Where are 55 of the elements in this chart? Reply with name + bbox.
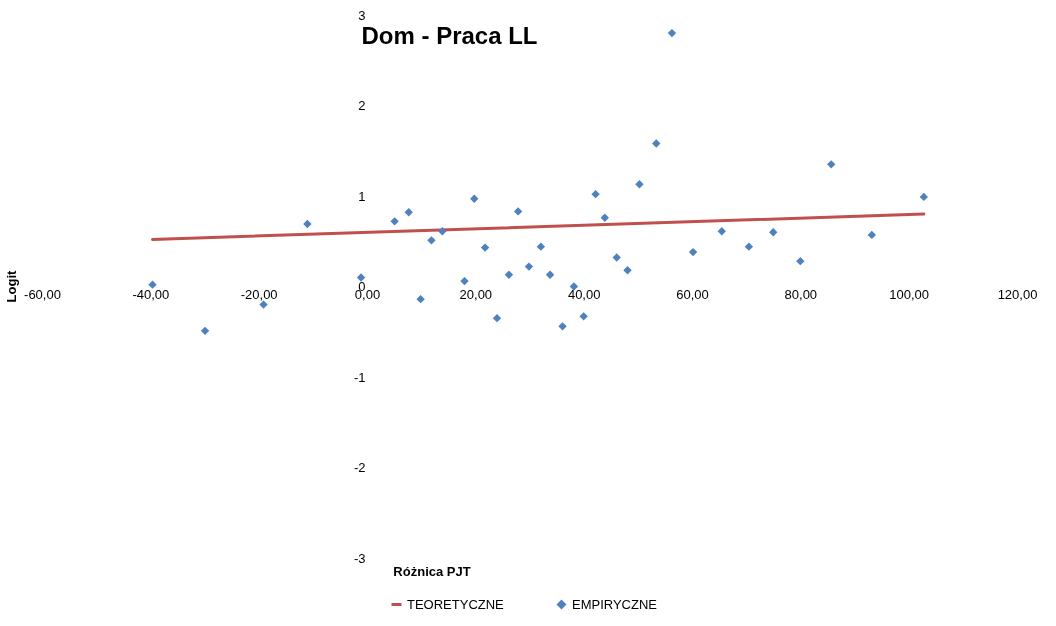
point bbox=[460, 276, 469, 286]
x-tick-label: 80,00 bbox=[784, 287, 818, 302]
point bbox=[919, 192, 929, 202]
x-tick-label: -40,00 bbox=[132, 287, 170, 302]
point bbox=[688, 247, 698, 257]
y-tick-label: 3 bbox=[358, 7, 366, 23]
point bbox=[769, 228, 778, 237]
point bbox=[303, 219, 312, 229]
point bbox=[591, 190, 600, 199]
point bbox=[524, 262, 534, 271]
x-tick-label: 120,00 bbox=[997, 287, 1038, 302]
chart-title: Dom - Praca LL bbox=[361, 22, 538, 49]
x-tick-label: 100,00 bbox=[889, 287, 930, 302]
point bbox=[867, 230, 877, 240]
point bbox=[504, 270, 514, 279]
point bbox=[148, 280, 157, 289]
x-tick-label: 20,00 bbox=[459, 287, 493, 302]
x-tick-label: 40,00 bbox=[567, 287, 601, 302]
y-tick-label: 2 bbox=[358, 98, 366, 113]
point bbox=[390, 217, 399, 226]
point bbox=[796, 256, 805, 266]
y-tick-label: -3 bbox=[353, 550, 366, 566]
point bbox=[717, 227, 726, 236]
legend-label: EMPIRYCZNE bbox=[572, 596, 658, 612]
point bbox=[536, 242, 546, 251]
point bbox=[513, 207, 523, 216]
point bbox=[404, 208, 413, 217]
point bbox=[827, 160, 836, 169]
point bbox=[635, 180, 644, 189]
y-tick-label: -2 bbox=[353, 460, 366, 475]
point bbox=[427, 236, 436, 245]
point bbox=[558, 322, 567, 331]
point bbox=[579, 312, 588, 321]
point bbox=[612, 253, 621, 262]
point bbox=[623, 266, 632, 275]
point bbox=[600, 213, 609, 222]
point bbox=[356, 273, 366, 282]
point bbox=[545, 270, 555, 279]
x-tick-label: -20,00 bbox=[240, 287, 278, 302]
x-tick-label: 60,00 bbox=[676, 287, 709, 302]
point bbox=[492, 313, 502, 323]
y-tick-label: -1 bbox=[353, 369, 366, 385]
y-axis-title: Logit bbox=[4, 269, 19, 303]
point bbox=[652, 139, 661, 148]
x-tick-label: -60,00 bbox=[24, 287, 61, 302]
point bbox=[200, 326, 210, 336]
point bbox=[667, 28, 677, 38]
point bbox=[480, 243, 490, 252]
point bbox=[438, 227, 447, 236]
point bbox=[470, 194, 479, 203]
legend-label: TEORETYCZNE bbox=[407, 596, 505, 612]
point bbox=[744, 242, 754, 251]
y-tick-label: 1 bbox=[358, 188, 366, 204]
x-axis-title: Różnica PJT bbox=[393, 564, 471, 579]
point bbox=[416, 294, 425, 304]
